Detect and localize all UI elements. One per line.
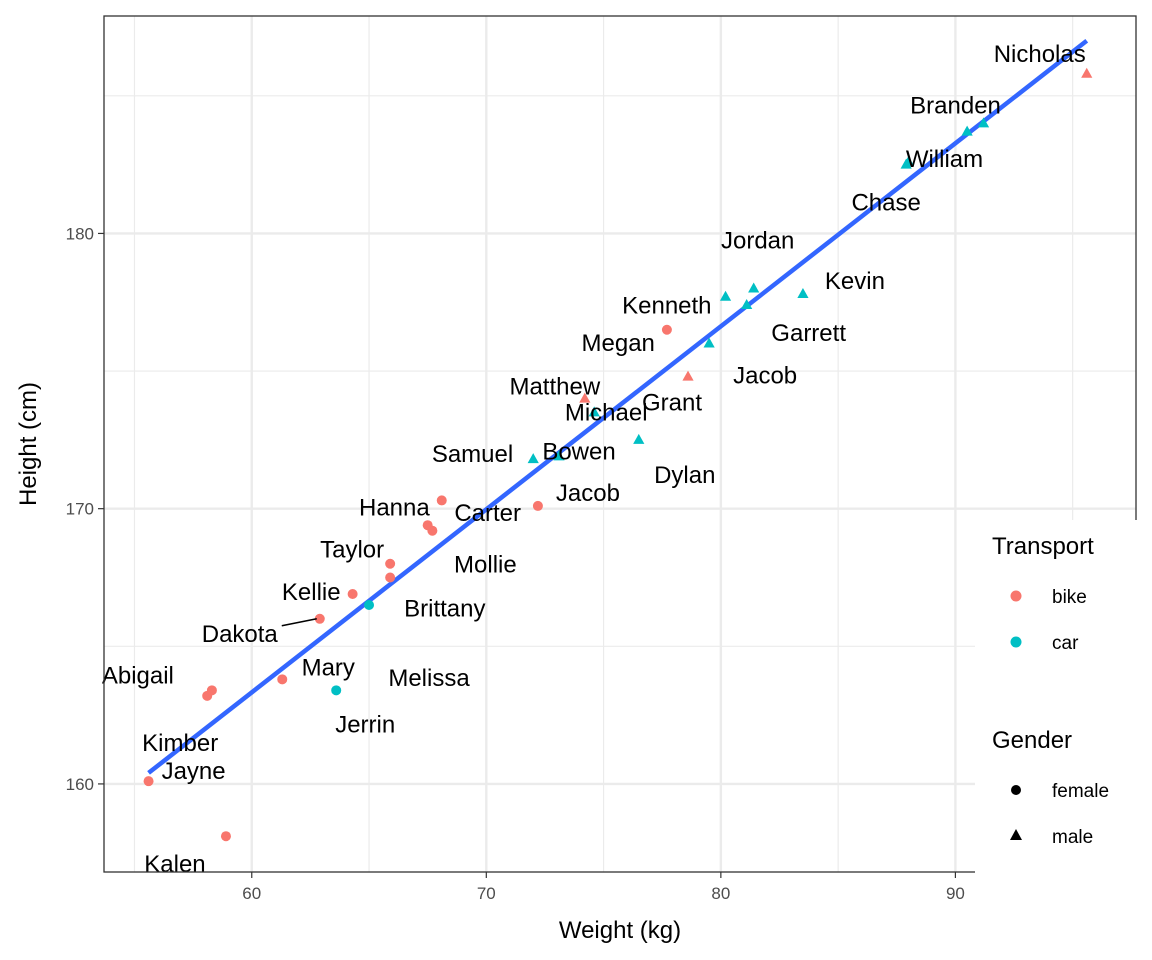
data-point	[553, 450, 565, 461]
point-label: Taylor	[320, 537, 384, 564]
point-labels-layer: Nicholas Branden William Chase Jordan Kevin Ke…	[102, 41, 1086, 878]
data-point	[719, 290, 732, 301]
legend-male-key	[1010, 829, 1022, 840]
panel-border	[103, 15, 1137, 873]
data-point	[1081, 67, 1093, 78]
data-point	[633, 433, 645, 444]
legend-car-label: car	[1052, 633, 1079, 654]
data-point	[661, 324, 672, 335]
point-label: Hanna	[359, 494, 430, 521]
data-point	[385, 572, 396, 583]
point-label: Branden	[910, 92, 1001, 119]
data-point	[385, 558, 396, 569]
data-point	[703, 337, 715, 348]
data-point	[527, 453, 539, 464]
point-label: Michael	[565, 399, 648, 426]
point-label: Mary	[302, 654, 355, 681]
point-label: Melissa	[388, 665, 470, 692]
x-tick-label: 70	[477, 884, 496, 903]
data-point	[220, 831, 231, 842]
trend-line	[147, 38, 1089, 775]
data-point	[427, 525, 438, 536]
legend-transport-title: Transport	[992, 533, 1094, 560]
data-point	[364, 600, 375, 611]
data-point	[202, 690, 213, 701]
point-label: Jacob	[733, 363, 797, 390]
point-label: Nicholas	[994, 41, 1086, 68]
point-label: Kenneth	[622, 293, 711, 320]
point-label: Mollie	[454, 552, 517, 579]
point-label: Bowen	[542, 438, 615, 465]
x-tick-label: 80	[711, 884, 730, 903]
y-tick-label: 170	[66, 500, 94, 519]
data-point	[588, 406, 600, 417]
data-point	[797, 287, 809, 298]
data-point	[143, 776, 154, 787]
axes-layer: 60 70 80 90 160 170 180	[66, 224, 965, 903]
y-tick-label: 180	[66, 224, 94, 243]
y-tick-label: 160	[66, 775, 94, 794]
point-label: Abigail	[102, 662, 174, 689]
point-label: William	[906, 146, 983, 173]
y-axis-title: Height (cm)	[15, 382, 42, 506]
trend-line-layer	[147, 38, 1089, 775]
point-label: Kevin	[825, 268, 885, 295]
point-label: Kimber	[142, 730, 218, 757]
point-label: Chase	[851, 190, 920, 217]
data-point	[347, 589, 358, 600]
point-label: Jayne	[162, 758, 226, 785]
data-point	[532, 500, 543, 511]
point-label: Kellie	[282, 579, 341, 606]
data-point	[579, 392, 591, 403]
data-point	[277, 674, 288, 685]
x-tick-label: 90	[946, 884, 965, 903]
point-label: Jordan	[721, 227, 794, 254]
point-label: Carter	[454, 500, 521, 527]
point-label: Jacob	[556, 480, 620, 507]
legend-bike-key	[1010, 590, 1022, 602]
data-point	[436, 495, 447, 506]
label-leader-line	[281, 618, 317, 627]
grid-layer	[104, 16, 1136, 872]
point-label: Brittany	[404, 595, 485, 622]
data-point	[900, 158, 912, 169]
point-label: Matthew	[509, 374, 600, 401]
point-label: Megan	[582, 330, 655, 357]
point-label: Grant	[642, 390, 702, 417]
data-point	[331, 685, 342, 696]
legend-male-label: male	[1052, 827, 1093, 848]
legend-car-key	[1010, 636, 1022, 648]
legend-gender-title: Gender	[992, 727, 1072, 754]
data-point	[682, 370, 694, 381]
legend: Transport bike car Gender female male	[975, 520, 1145, 875]
data-point	[977, 117, 990, 128]
point-label: Jerrin	[335, 711, 395, 738]
legend-bike-label: bike	[1052, 587, 1087, 608]
points-layer	[143, 67, 1093, 842]
legend-female-label: female	[1052, 781, 1109, 802]
data-point	[741, 299, 753, 310]
data-point	[748, 282, 760, 293]
data-point	[961, 125, 973, 136]
legend-background	[975, 520, 1145, 875]
point-label: Garrett	[771, 320, 846, 347]
point-label: Samuel	[432, 441, 513, 468]
point-label: Kalen	[144, 851, 205, 878]
point-label: Dylan	[654, 462, 715, 489]
x-axis-title: Weight (kg)	[559, 917, 681, 944]
legend-female-key	[1011, 785, 1021, 795]
data-point	[314, 613, 325, 624]
point-label: Dakota	[202, 621, 279, 648]
x-tick-label: 60	[242, 884, 261, 903]
